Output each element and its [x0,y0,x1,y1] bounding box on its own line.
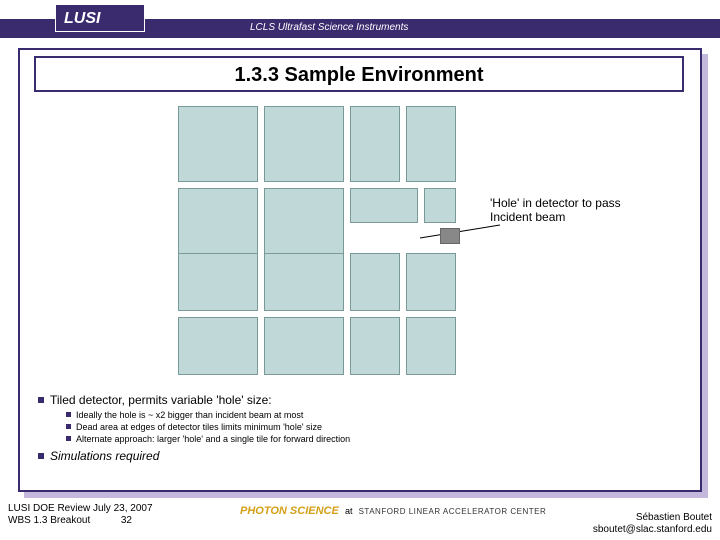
bullet-text: Tiled detector, permits variable 'hole' … [50,393,272,407]
detector-tile [264,106,344,182]
bullet-text: Dead area at edges of detector tiles lim… [76,421,322,433]
footer-right: Sébastien Boutet sboutet@slac.stanford.e… [593,512,712,536]
detector-grid [178,106,458,386]
bullet-list: Tiled detector, permits variable 'hole' … [38,393,678,465]
bullet-main-1: Tiled detector, permits variable 'hole' … [38,393,678,407]
detector-tile [350,106,400,182]
bullet-icon [38,453,44,459]
page-title: 1.3.3 Sample Environment [235,64,484,86]
detector-tile [264,253,344,311]
author-name: Sébastien Boutet [636,512,712,523]
annotation-text: 'Hole' in detector to pass Incident beam [490,196,621,224]
footer-left: LUSI DOE Review July 23, 2007 WBS 1.3 Br… [8,503,153,527]
footer-center-logo: PHOTON SCIENCE at STANFORD LINEAR ACCELE… [240,505,546,517]
detector-tile [406,253,456,311]
bullet-sub-2: Dead area at edges of detector tiles lim… [66,421,678,433]
bullet-icon [38,397,44,403]
detector-tile [406,317,456,375]
annotation-line1: 'Hole' in detector to pass [490,196,621,210]
photon-science-logo: PHOTON SCIENCE [240,505,339,517]
bullet-sub-3: Alternate approach: larger 'hole' and a … [66,433,678,445]
footer-wbs: WBS 1.3 Breakout [8,515,90,526]
bullet-icon [66,424,71,429]
header-tagline: LCLS Ultrafast Science Instruments [250,22,408,33]
bullet-text: Simulations required [50,449,159,463]
slac-logo: STANFORD LINEAR ACCELERATOR CENTER [359,507,547,516]
detector-tile [178,253,258,311]
bullet-icon [66,436,71,441]
page-number: 32 [121,515,132,526]
annotation-line2: Incident beam [490,210,565,224]
detector-tile [178,106,258,182]
footer-at: at [345,506,353,516]
lusi-logo: LUSI [55,4,145,32]
detector-tile [424,188,456,223]
detector-tile [350,188,418,223]
title-box: 1.3.3 Sample Environment [34,56,684,92]
detector-tile [406,106,456,182]
bullet-main-2: Simulations required [38,449,678,463]
beam-hole-marker [440,228,460,244]
author-email: sboutet@slac.stanford.edu [593,524,712,535]
detector-tile [178,317,258,375]
bullet-icon [66,412,71,417]
detector-tile [350,253,400,311]
detector-tile [264,317,344,375]
bullet-text: Ideally the hole is ~ x2 bigger than inc… [76,409,303,421]
bullet-sub-1: Ideally the hole is ~ x2 bigger than inc… [66,409,678,421]
footer-review: LUSI DOE Review July 23, 2007 [8,503,153,514]
bullet-text: Alternate approach: larger 'hole' and a … [76,433,350,445]
detector-tile [350,317,400,375]
